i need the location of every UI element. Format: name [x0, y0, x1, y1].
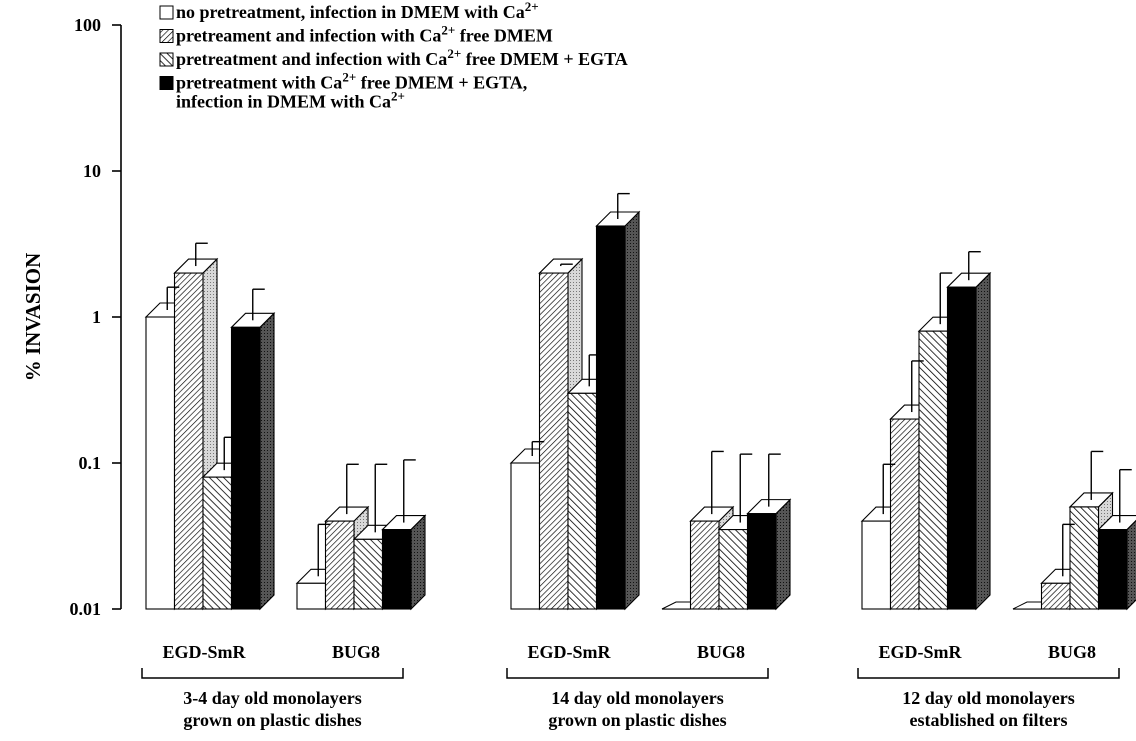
bar	[597, 212, 640, 609]
strain-label: BUG8	[1048, 642, 1096, 662]
group-bracket	[507, 668, 768, 678]
bar-front	[568, 393, 597, 609]
bar-front	[891, 419, 920, 609]
group-caption: 14 day old monolayers	[551, 688, 724, 708]
group-caption: grown on plastic dishes	[548, 710, 726, 730]
bar-side	[976, 273, 990, 609]
bar-front	[948, 287, 977, 609]
bar-side	[411, 516, 425, 609]
strain-label: EGD-SmR	[527, 642, 611, 662]
group-caption: 12 day old monolayers	[902, 688, 1075, 708]
legend-label: pretreament and infection with Ca2+ free…	[176, 23, 553, 46]
bar-front	[232, 327, 261, 609]
bar-front	[297, 583, 326, 609]
bar-side	[625, 212, 639, 609]
bar-front	[748, 514, 777, 609]
bar	[383, 516, 426, 609]
y-tick-label: 10	[83, 161, 101, 181]
y-axis-label: % INVASION	[21, 253, 45, 382]
bar-marks	[146, 194, 1136, 609]
bar	[948, 273, 991, 609]
strain-label: EGD-SmR	[878, 642, 962, 662]
strain-label: BUG8	[697, 642, 745, 662]
bar	[1099, 516, 1136, 609]
bar-front	[862, 521, 891, 609]
legend-swatch	[160, 77, 173, 90]
bar-front	[597, 226, 626, 609]
legend-label: pretreatment with Ca2+ free DMEM + EGTA,	[176, 70, 527, 93]
y-tick-label: 1	[92, 307, 101, 327]
group-bracket	[142, 668, 403, 678]
bar-front	[326, 521, 355, 609]
bar	[232, 313, 275, 609]
legend-swatch	[160, 53, 173, 66]
bar-side	[1127, 516, 1136, 609]
bar-front	[1070, 507, 1099, 609]
bar-front	[691, 521, 720, 609]
strain-label: EGD-SmR	[162, 642, 246, 662]
bar-front	[919, 331, 948, 609]
bar-front	[1099, 530, 1128, 609]
bar-front	[146, 317, 175, 609]
bar	[748, 500, 791, 609]
bar-front	[719, 530, 748, 609]
legend-swatch	[160, 6, 173, 19]
group-caption: 3-4 day old monolayers	[183, 688, 362, 708]
y-tick-label: 0.1	[79, 453, 102, 473]
group-bracket	[858, 668, 1119, 678]
y-axis: 100 10 1 0.1 0.01 % INVASION	[21, 15, 121, 619]
legend-label: no pretreatment, infection in DMEM with …	[176, 0, 539, 22]
group-caption: grown on plastic dishes	[183, 710, 361, 730]
legend-label: infection in DMEM with Ca2+	[176, 89, 405, 112]
bar-front	[203, 477, 232, 609]
group-caption: established on filters	[909, 710, 1067, 730]
legend-label: pretreatment and infection with Ca2+ fre…	[176, 46, 628, 69]
y-tick-label: 0.01	[70, 599, 102, 619]
legend-swatch	[160, 30, 173, 43]
bar-front	[354, 539, 383, 609]
bar-front	[511, 463, 540, 609]
bar-side	[776, 500, 790, 609]
strain-label: BUG8	[332, 642, 380, 662]
bar-side	[260, 313, 274, 609]
bar-front	[1042, 583, 1071, 609]
bar-front	[383, 530, 412, 609]
legend: no pretreatment, infection in DMEM with …	[160, 0, 628, 112]
bar-front	[175, 273, 204, 609]
y-tick-label: 100	[74, 15, 101, 35]
